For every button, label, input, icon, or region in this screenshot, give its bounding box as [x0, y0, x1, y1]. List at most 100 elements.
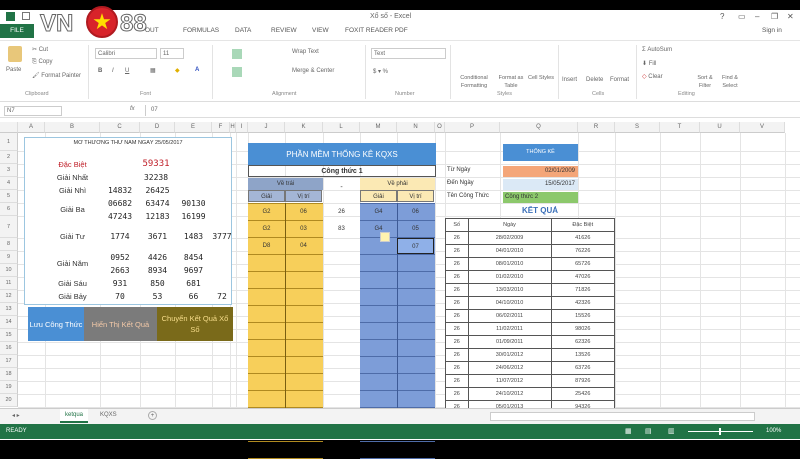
right-cell[interactable]: G4 — [374, 209, 383, 215]
column-header-Q[interactable]: Q — [500, 122, 578, 133]
tab-foxit[interactable]: FOXIT READER PDF — [345, 27, 408, 34]
page-break-view-icon[interactable]: ▥ — [668, 428, 675, 435]
result-cell[interactable]: 04/10/2010 — [467, 296, 552, 310]
row-header-17[interactable]: 17 — [0, 355, 18, 368]
result-cell[interactable]: 26 — [445, 361, 469, 375]
row-header-5[interactable]: 5 — [0, 190, 18, 203]
result-cell[interactable]: 42326 — [550, 296, 616, 310]
row-header-15[interactable]: 15 — [0, 329, 18, 342]
column-header-D[interactable]: D — [140, 122, 175, 133]
autosum-button[interactable]: Σ AutoSum — [642, 47, 673, 53]
right-cell[interactable]: G4 — [374, 226, 383, 232]
column-header-L[interactable]: L — [323, 122, 360, 133]
result-cell[interactable]: 98026 — [550, 322, 616, 336]
result-cell[interactable]: 65726 — [550, 257, 616, 271]
close-icon[interactable]: ✕ — [787, 12, 794, 21]
stats-value[interactable]: Công thức 2 — [503, 192, 578, 203]
zoom-level[interactable]: 100% — [766, 428, 782, 434]
font-size-select[interactable]: 11 — [160, 48, 184, 59]
row-header-9[interactable]: 9 — [0, 251, 18, 264]
column-header-O[interactable]: O — [435, 122, 445, 133]
row-header-11[interactable]: 11 — [0, 277, 18, 290]
result-cell[interactable]: 76226 — [550, 244, 616, 258]
number-format-select[interactable]: Text — [371, 48, 446, 59]
left-cell[interactable]: G2 — [262, 209, 271, 215]
merge-center-button[interactable]: Merge & Center — [292, 68, 335, 74]
clear-button[interactable]: ◇ Clear — [642, 74, 663, 80]
tab-data[interactable]: DATA — [235, 27, 252, 34]
right-cell[interactable]: 06 — [412, 209, 419, 215]
column-header-M[interactable]: M — [360, 122, 397, 133]
column-header-E[interactable]: E — [175, 122, 212, 133]
transfer-result-button[interactable]: Chuyển Kết Quả Xổ Số — [157, 307, 233, 341]
row-header-3[interactable]: 3 — [0, 164, 18, 177]
delete-button[interactable]: Delete — [586, 77, 604, 83]
paste-icon[interactable] — [8, 46, 22, 62]
name-box[interactable]: N7 — [4, 106, 62, 116]
result-cell[interactable]: 26 — [445, 335, 469, 349]
wrap-text-button[interactable]: Wrap Text — [292, 49, 319, 55]
font-name-select[interactable]: Calibri — [95, 48, 157, 59]
sheet-scroll-arrows[interactable]: ◂ ▸ — [12, 413, 20, 419]
copy-button[interactable]: ⎘ Copy — [32, 59, 53, 65]
column-header-B[interactable]: B — [45, 122, 100, 133]
result-cell[interactable]: 41626 — [550, 231, 616, 245]
result-cell[interactable]: 63726 — [550, 361, 616, 375]
result-cell[interactable]: 30/01/2012 — [467, 348, 552, 362]
save-icon[interactable] — [22, 12, 30, 20]
left-cell[interactable]: 06 — [300, 209, 307, 215]
cell-styles-button[interactable]: Cell Styles — [528, 75, 554, 81]
column-header-K[interactable]: K — [285, 122, 323, 133]
result-cell[interactable]: 26 — [445, 257, 469, 271]
column-header-A[interactable]: A — [18, 122, 45, 133]
column-header-T[interactable]: T — [660, 122, 700, 133]
result-cell[interactable]: 06/02/2011 — [467, 309, 552, 323]
show-result-button[interactable]: Hiển Thị Kết Quả — [84, 307, 157, 341]
result-cell[interactable]: 26 — [445, 309, 469, 323]
result-cell[interactable]: 26 — [445, 231, 469, 245]
format-button[interactable]: Format — [610, 77, 630, 83]
left-cell[interactable]: 03 — [300, 226, 307, 232]
tab-view[interactable]: VIEW — [312, 27, 329, 34]
font-color-icon[interactable]: A — [195, 67, 200, 73]
sheet-tab-ketqua[interactable]: ketqua — [60, 409, 89, 423]
column-header-C[interactable]: C — [100, 122, 140, 133]
column-header-U[interactable]: U — [700, 122, 740, 133]
column-header-J[interactable]: J — [248, 122, 285, 133]
insert-button[interactable]: Insert — [562, 77, 578, 83]
stats-value[interactable]: 15/05/2017 — [503, 179, 578, 190]
worksheet-grid[interactable]: A B C D E F H I J K L M N O P Q R S T U V 1 2 3 4 5 6 7 8 9 10 11 12 13 14… — [0, 10, 800, 459]
find-select-button[interactable]: Find & Select — [722, 75, 738, 89]
row-header-4[interactable]: 4 — [0, 177, 18, 190]
row-header-8[interactable]: 8 — [0, 238, 18, 251]
result-cell[interactable]: 24/06/2012 — [467, 361, 552, 375]
right-cell[interactable]: 07 — [397, 238, 434, 254]
row-header-20[interactable]: 20 — [0, 394, 18, 407]
result-cell[interactable]: 26 — [445, 244, 469, 258]
currency-button[interactable]: $ ▾ % — [373, 69, 389, 75]
result-cell[interactable]: 01/09/2011 — [467, 335, 552, 349]
zoom-slider-thumb[interactable] — [719, 428, 721, 435]
column-header-P[interactable]: P — [445, 122, 500, 133]
result-cell[interactable]: 26 — [445, 283, 469, 297]
row-header-1[interactable]: 1 — [0, 133, 18, 151]
restore-icon[interactable]: ❐ — [771, 12, 779, 21]
result-cell[interactable]: 26 — [445, 374, 469, 388]
result-cell[interactable]: 26 — [445, 387, 469, 401]
left-cell[interactable]: D8 — [262, 243, 271, 249]
conditional-formatting-button[interactable]: Conditional Formatting — [460, 75, 488, 89]
result-cell[interactable]: 11/07/2012 — [467, 374, 552, 388]
column-header-F[interactable]: F — [212, 122, 230, 133]
new-sheet-button[interactable]: + — [148, 411, 157, 420]
align-middle-icon[interactable] — [232, 49, 242, 59]
fill-button[interactable]: ⬇ Fill — [642, 61, 657, 67]
result-cell[interactable]: 28/02/2009 — [467, 231, 552, 245]
column-header-V[interactable]: V — [740, 122, 785, 133]
row-header-12[interactable]: 12 — [0, 290, 18, 303]
row-header-2[interactable]: 2 — [0, 151, 18, 164]
page-layout-view-icon[interactable]: ▤ — [645, 428, 652, 435]
column-header-R[interactable]: R — [578, 122, 615, 133]
result-cell[interactable]: 71826 — [550, 283, 616, 297]
column-header-N[interactable]: N — [397, 122, 435, 133]
result-cell[interactable]: 87926 — [550, 374, 616, 388]
